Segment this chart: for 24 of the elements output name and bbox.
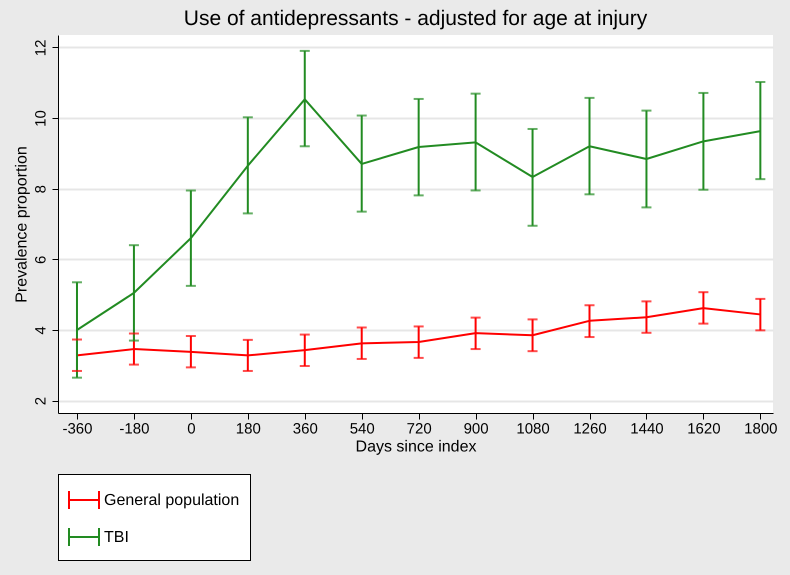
x-tick-label: 360 — [292, 420, 318, 438]
legend-label: General population — [104, 492, 240, 509]
x-axis-title: Days since index — [356, 438, 476, 456]
y-tick-label: 12 — [32, 40, 50, 56]
y-tick-label: 10 — [32, 110, 50, 127]
x-tick-label: -360 — [62, 420, 92, 438]
x-tick-label: 180 — [236, 420, 261, 438]
y-tick-label: 6 — [32, 256, 50, 264]
y-tick-label: 2 — [32, 396, 50, 406]
x-tick-label: 1260 — [573, 420, 607, 438]
x-tick-label: 1620 — [687, 420, 721, 438]
x-tick-label: 1800 — [744, 420, 778, 438]
y-axis-title: Prevalence proportion — [14, 146, 30, 303]
x-tick-label: 900 — [464, 420, 489, 438]
legend-label: TBI — [104, 529, 129, 546]
y-tick-label: 4 — [32, 326, 50, 335]
x-tick-label: 720 — [406, 420, 432, 438]
x-tick-label: 1080 — [516, 420, 550, 438]
chart-title: Use of antidepressants - adjusted for age at injury — [184, 7, 648, 30]
y-tick-label: 8 — [32, 185, 50, 194]
x-tick-label: 540 — [350, 420, 375, 438]
x-tick-label: 0 — [187, 420, 196, 438]
x-tick-label: 1440 — [630, 420, 664, 438]
x-tick-label: -180 — [119, 420, 150, 438]
